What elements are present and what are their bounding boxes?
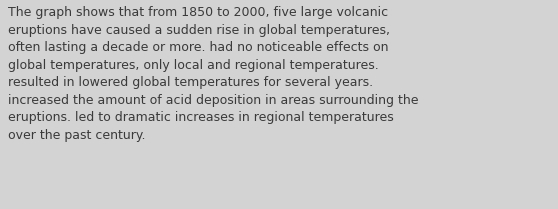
Text: The graph shows that from 1850 to 2000, five large volcanic
eruptions have cause: The graph shows that from 1850 to 2000, … [8,6,419,142]
